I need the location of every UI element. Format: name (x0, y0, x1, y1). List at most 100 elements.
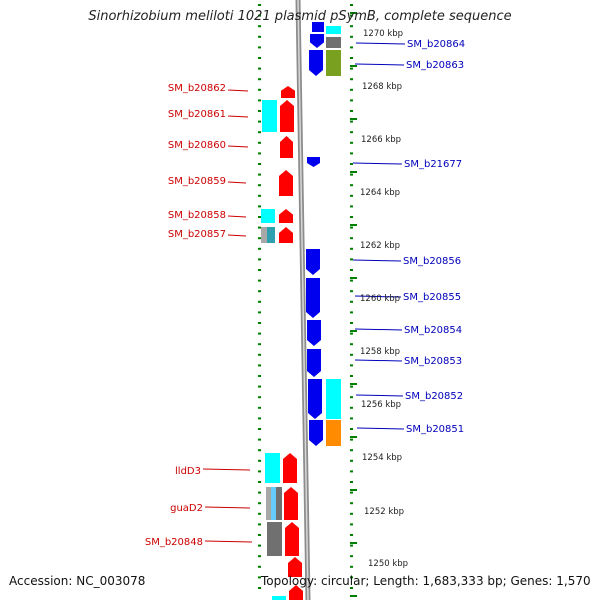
left-tick (258, 57, 261, 59)
left-gene-label: guaD2 (170, 503, 203, 514)
left-leader (227, 145, 249, 148)
right-tick (350, 470, 353, 473)
scale-label: 1256 kbp (361, 400, 401, 410)
left-tick (258, 481, 261, 483)
scale-label: 1266 kbp (361, 135, 401, 145)
summary-label: Topology: circular; Length: 1,683,333 bp… (261, 574, 591, 588)
gene-features (261, 22, 341, 600)
right-tick (350, 300, 353, 303)
scale-label: 1264 kbp (360, 188, 400, 198)
cog-box (326, 50, 341, 76)
left-tick (258, 67, 261, 70)
right-tick (350, 269, 353, 271)
reverse-gene-arrow (289, 585, 303, 600)
left-tick (258, 237, 261, 240)
right-tick (350, 353, 353, 356)
left-tick (258, 502, 261, 505)
right-leader (352, 259, 402, 262)
gene-labels: SM_b20862 SM_b20861 SM_b20860 SM_b20859 SM_b… (145, 39, 465, 548)
scale-label: 1250 kbp (368, 559, 408, 569)
left-leader (202, 468, 251, 471)
left-tick (258, 311, 261, 314)
left-tick (258, 364, 261, 367)
left-tick (258, 46, 261, 49)
reverse-gene-arrow (281, 86, 295, 98)
left-tick (258, 173, 261, 176)
map-title: Sinorhizobium meliloti 1021 plasmid pSym… (88, 9, 512, 24)
left-tick (258, 163, 261, 165)
left-tick (258, 406, 261, 409)
left-tick (258, 417, 261, 420)
right-gene-label: SM_b20863 (406, 60, 464, 71)
left-tick (258, 470, 261, 473)
reverse-gene-arrow (284, 487, 298, 520)
left-tick (258, 343, 261, 346)
cog-box (326, 37, 341, 48)
right-tick (350, 67, 353, 70)
left-gene-label: SM_b20861 (168, 109, 226, 120)
right-tick (350, 88, 353, 91)
right-tick (350, 311, 353, 314)
reverse-gene-arrow (279, 170, 293, 196)
right-tick (350, 110, 353, 112)
right-gene-label: SM_b20856 (403, 256, 461, 267)
right-tick (350, 279, 353, 282)
right-gene-label: SM_b20851 (406, 424, 464, 435)
major-tick (350, 595, 357, 597)
right-tick (350, 258, 353, 261)
right-tick (350, 57, 353, 59)
right-tick (350, 120, 353, 123)
right-tick (350, 417, 353, 420)
cog-box (261, 227, 267, 243)
right-leader (354, 295, 402, 298)
major-tick (350, 436, 357, 438)
forward-gene-arrow (306, 249, 320, 275)
cog-box (267, 227, 275, 243)
major-tick (350, 330, 357, 332)
cog-box (261, 209, 275, 223)
left-gene-label: SM_b20858 (168, 210, 226, 221)
cog-box (271, 487, 276, 520)
left-tick (258, 576, 261, 579)
scale-label: 1260 kbp (360, 294, 400, 304)
reverse-gene-arrow (279, 209, 293, 223)
left-tick (258, 279, 261, 282)
right-gene-label: SM_b21677 (404, 159, 462, 170)
right-tick (350, 481, 353, 483)
left-tick (258, 131, 261, 134)
left-leader (227, 215, 247, 218)
left-tick (258, 120, 261, 123)
right-tick (350, 35, 353, 38)
left-tick (258, 428, 261, 430)
left-tick (258, 141, 261, 144)
right-tick (350, 385, 353, 388)
major-tick (350, 65, 357, 67)
right-tick (350, 99, 353, 102)
left-tick (258, 247, 261, 250)
right-tick (350, 25, 353, 28)
left-tick (258, 88, 261, 91)
right-tick (350, 131, 353, 134)
left-leader (204, 540, 253, 543)
left-leader (227, 234, 247, 237)
right-tick (350, 502, 353, 505)
left-tick (258, 258, 261, 261)
left-tick (258, 512, 261, 515)
major-tick (350, 489, 357, 491)
right-tick (350, 290, 353, 293)
right-leader (354, 63, 405, 66)
left-tick (258, 14, 261, 17)
left-gene-label: SM_b20859 (168, 176, 226, 187)
major-tick (350, 383, 357, 385)
forward-gene-arrow (307, 349, 321, 377)
left-gene-label: SM_b20862 (168, 83, 226, 94)
right-leader (352, 162, 403, 165)
left-tick (258, 269, 261, 271)
label-leaders (202, 42, 406, 543)
right-gene-label: SM_b20853 (404, 356, 462, 367)
right-tick (350, 332, 353, 335)
right-leader (355, 394, 404, 397)
forward-gene-arrow (307, 157, 320, 167)
